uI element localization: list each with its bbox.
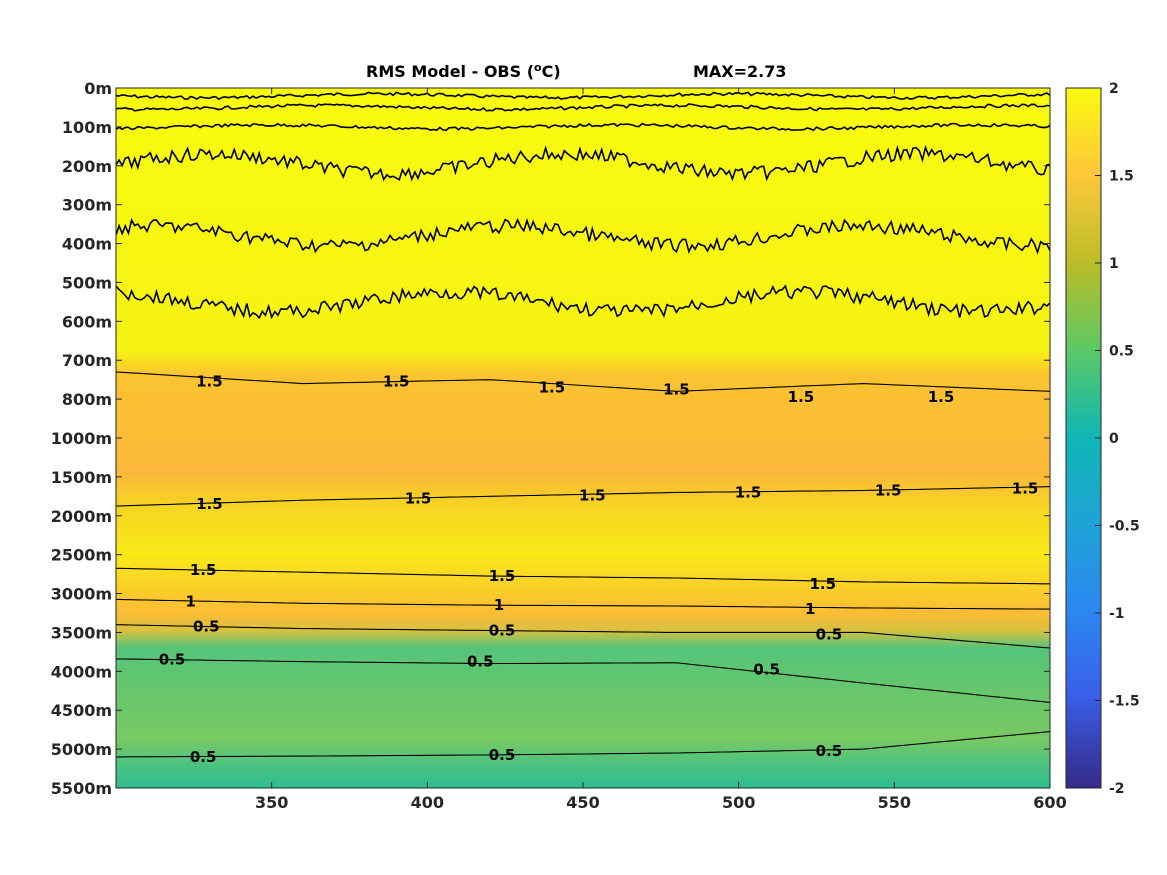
colorbar-tick-label: 1 [1109,256,1119,272]
contour-label: 1.5 [539,378,566,396]
contour-line-noisy [116,103,1050,112]
contour-line-noisy [116,217,1050,255]
contour-label: 1.5 [1012,480,1039,498]
colorbar-tick-label: 0 [1109,431,1119,447]
colorbar-tick-label: -1 [1109,606,1125,622]
x-tick-label: 350 [255,793,288,812]
y-tick-label: 800m [62,390,112,409]
contour-label: 0.5 [190,748,217,766]
contour-line-noisy [116,144,1050,182]
max-label: MAX=2.73 [693,62,787,81]
y-tick-label: 1000m [51,429,112,448]
colorbar-tick-label: 2 [1109,81,1119,97]
contour-line-noisy [116,91,1050,101]
y-tick-label: 4500m [51,701,112,720]
contour-label: 1.5 [196,495,223,513]
contour-label: 0.5 [816,742,843,760]
x-tick-label: 600 [1033,793,1066,812]
contour-label: 1.5 [928,388,955,406]
y-tick-label: 5500m [51,779,112,798]
contour-label: 1 [805,600,815,618]
contour-line [116,567,1050,585]
heatmap-field [116,88,1050,788]
y-tick-label: 400m [62,235,112,254]
y-tick-label: 3500m [51,623,112,642]
y-tick-label: 4000m [51,662,112,681]
colorbar-ticks: 2 1.5 1 0.5 0 -0.5 -1 -1.5 -2 [1095,81,1140,797]
colorbar-tick-label: -2 [1109,781,1125,797]
y-axis-ticks: 0m 100m 200m 300m 400m 500m 600m 700m 800m 1000m 1… [51,79,1050,798]
colorbar-tick-label: 1.5 [1109,169,1134,185]
contour-label: 1.5 [788,388,815,406]
contour-line [116,598,1050,610]
contour-line [116,658,1050,703]
contour-label: 0.5 [467,653,494,671]
contour-line [116,624,1050,649]
contour-label: 0.5 [489,746,516,764]
contour-label: 1.5 [190,561,217,579]
contour-label: 0.5 [753,660,780,678]
contour-label: 0.5 [489,622,516,640]
y-tick-label: 3000m [51,585,112,604]
y-tick-label: 0m [84,79,112,98]
contour-label: 1.5 [383,373,410,391]
y-tick-label: 2500m [51,546,112,565]
y-tick-label: 2000m [51,507,112,526]
x-tick-label: 450 [566,793,599,812]
contour-label: 1.5 [875,482,902,500]
contour-label: 1.5 [809,575,836,593]
x-tick-label: 400 [411,793,444,812]
y-tick-label: 300m [62,196,112,215]
y-tick-label: 200m [62,157,112,176]
y-tick-label: 700m [62,351,112,370]
contour-label: 0.5 [193,618,220,636]
y-tick-label: 600m [62,312,112,331]
contour-label: 1.5 [489,567,516,585]
colorbar-tick-label: 0.5 [1109,344,1134,360]
contour-line [116,731,1050,758]
x-tick-label: 550 [878,793,911,812]
y-tick-label: 500m [62,273,112,292]
contour-label: 1 [186,592,196,610]
contour-label: 0.5 [159,651,186,669]
contour-label: 0.5 [816,625,843,643]
contour-label: 1.5 [735,483,762,501]
x-axis-ticks: 350 400 450 500 550 600 [255,88,1067,812]
colorbar-tick-label: -1.5 [1109,694,1140,710]
y-tick-label: 5000m [51,740,112,759]
contour-lines [116,91,1050,758]
y-tick-label: 100m [62,118,112,137]
contour-line [116,486,1050,507]
contour-label: 1.5 [405,489,432,507]
y-tick-label: 1500m [51,468,112,487]
contour-label: 1.5 [196,373,223,391]
contour-label: 1.5 [663,380,690,398]
contour-labels: 1.5 1.5 1.5 1.5 1.5 1.5 1.5 1.5 1.5 1.5 1.5 1.5 1.5 1… [159,373,1039,766]
contour-line-noisy [116,122,1050,132]
contour-label: 1 [494,596,504,614]
chart-title: RMS Model - OBS (oC) [366,61,561,81]
x-tick-label: 500 [722,793,755,812]
colorbar-tick-label: -0.5 [1109,519,1140,535]
contour-line-noisy [116,284,1050,320]
contour-label: 1.5 [579,487,606,505]
contour-line [116,371,1050,392]
